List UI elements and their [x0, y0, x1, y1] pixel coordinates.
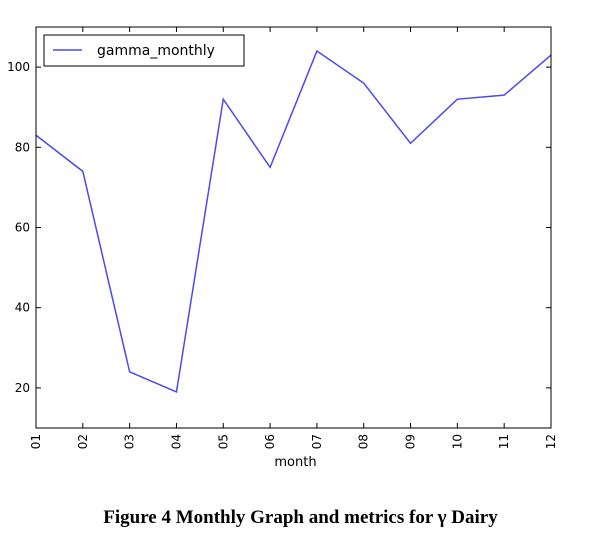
y-tick-label: 40	[15, 301, 30, 315]
y-axis: 20 40 60 80 100	[7, 60, 551, 395]
y-tick-label: 80	[15, 140, 30, 154]
y-tick-label: 100	[7, 60, 30, 74]
x-tick-label: 05	[216, 434, 230, 449]
x-tick-label: 08	[357, 434, 371, 449]
x-axis: 01 02 03 04 05 06 07 08 09 10 11 12	[29, 27, 558, 449]
x-tick-label: 03	[123, 434, 137, 449]
series-line-gamma-monthly	[35, 49, 552, 393]
x-axis-title: month	[274, 455, 316, 470]
plot-frame	[35, 26, 552, 429]
line-chart: 01 02 03 04 05 06 07 08 09 10 11 12 20 40 60 80 100 mon…	[7, 26, 558, 470]
x-tick-label: 01	[29, 434, 43, 449]
x-tick-label: 02	[76, 434, 90, 449]
y-tick-label: 20	[15, 381, 30, 395]
figure-caption: Figure 4 Monthly Graph and metrics for γ…	[103, 507, 498, 528]
legend-label-gamma-monthly: gamma_monthly	[97, 43, 215, 59]
x-tick-label: 09	[404, 434, 418, 449]
x-tick-label: 04	[169, 434, 183, 449]
x-tick-label: 11	[497, 434, 511, 449]
x-tick-label: 06	[263, 434, 277, 449]
x-tick-label: 07	[310, 434, 324, 449]
y-tick-label: 60	[15, 221, 30, 235]
legend: gamma_monthly	[43, 34, 245, 67]
x-tick-label: 10	[450, 434, 464, 449]
plot-layer	[35, 49, 552, 393]
x-tick-label: 12	[544, 434, 558, 449]
